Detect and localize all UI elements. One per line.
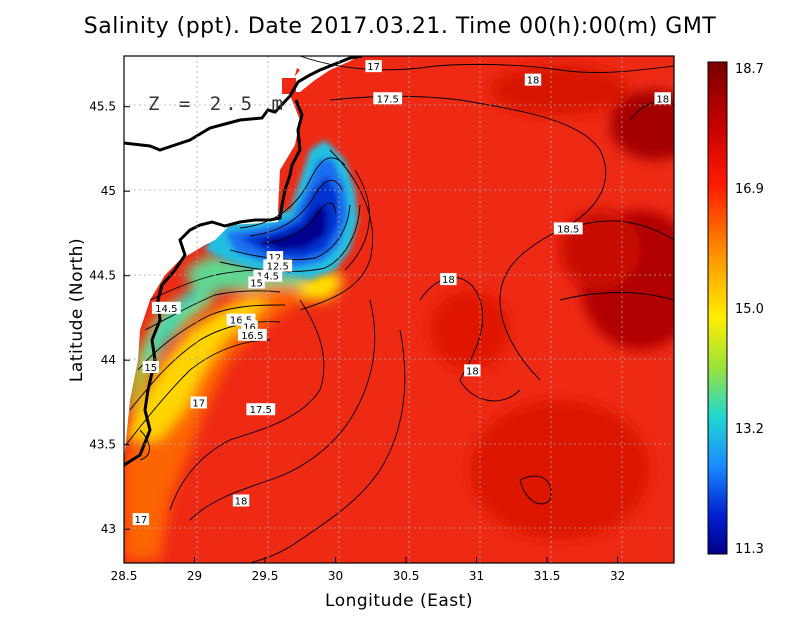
plot-frame xyxy=(123,55,675,564)
contour-label: 17 xyxy=(367,62,380,73)
contour-label-box xyxy=(464,364,481,377)
contour-label-box xyxy=(232,494,250,507)
contour-label-box xyxy=(142,360,159,373)
y-tick-label: 43.5 xyxy=(89,438,116,452)
y-tick-label: 44.5 xyxy=(89,269,116,283)
contour-label: 18 xyxy=(466,366,479,377)
x-tick-label: 29 xyxy=(187,569,202,583)
contour-label: 14.5 xyxy=(257,272,279,283)
contour-label: 15 xyxy=(144,363,157,374)
contour-label: 16.5 xyxy=(230,316,252,327)
contour-label-box xyxy=(263,259,293,272)
high-salinity-zones xyxy=(430,65,674,540)
x-tick-label: 31.5 xyxy=(534,569,561,583)
contour-label-box xyxy=(373,92,403,105)
depth-label: Z = 2.5 m xyxy=(148,93,287,115)
contour-label: 17.5 xyxy=(377,94,399,105)
colorbar xyxy=(707,61,728,555)
contour-label: 16.5 xyxy=(241,331,263,342)
y-tick-label: 44 xyxy=(101,353,116,367)
contour-label: 18 xyxy=(442,275,455,286)
x-tick-label: 32 xyxy=(610,569,625,583)
y-tick-label: 45.5 xyxy=(89,100,116,114)
colorbar-ticks: 18.7 16.9 15.0 13.2 11.3 xyxy=(735,62,764,557)
contour-label: 14.5 xyxy=(155,304,177,315)
contour-label: 17 xyxy=(135,515,148,526)
contour-label-box xyxy=(132,513,150,526)
contour-label-box xyxy=(237,328,267,341)
y-axis-ticks: 43 43.5 44 44.5 45 45.5 xyxy=(89,100,130,536)
contour-label: 12 xyxy=(269,253,282,264)
colorbar-tick-label: 11.3 xyxy=(735,542,764,557)
x-tick-label: 30 xyxy=(328,569,343,583)
contour-label: 12.5 xyxy=(267,262,289,273)
contour-label: 17 xyxy=(192,398,205,409)
low-salinity-core xyxy=(205,140,358,280)
map-title: Salinity (ppt). Date 2017.03.21. Time 00… xyxy=(83,14,717,39)
x-axis-ticks: 28.5 29 29.5 30 30.5 31 31.5 32 xyxy=(111,557,625,583)
contour-label: 16 xyxy=(243,322,256,333)
x-axis-title: Longitude (East) xyxy=(325,591,473,611)
contour-label-box xyxy=(248,276,265,289)
contour-label: 18.5 xyxy=(557,224,579,235)
y-tick-label: 45 xyxy=(101,184,116,198)
x-tick-label: 28.5 xyxy=(111,569,138,583)
contour-label: 18 xyxy=(235,496,248,507)
grid-lines xyxy=(124,56,674,563)
y-axis-title: Latitude (North) xyxy=(67,238,87,382)
x-tick-label: 30.5 xyxy=(393,569,420,583)
contour-label: 15 xyxy=(250,278,263,289)
contour-label: 18 xyxy=(527,76,540,87)
x-tick-label: 29.5 xyxy=(252,569,279,583)
contour-label-box xyxy=(440,273,457,286)
contour-label-box xyxy=(246,403,276,416)
contour-lines xyxy=(125,56,674,563)
contour-label-box xyxy=(151,301,181,314)
colorbar-tick-label: 15.0 xyxy=(735,302,764,317)
contour-label-box xyxy=(524,73,542,86)
contour-label: 17.5 xyxy=(250,405,272,416)
colorbar-tick-label: 18.7 xyxy=(735,62,764,77)
contour-label-box xyxy=(553,222,583,235)
contour-label: 18 xyxy=(656,94,669,105)
contour-label-box xyxy=(266,251,284,264)
contour-label-box xyxy=(190,396,207,409)
contour-label-box xyxy=(654,92,671,105)
colorbar-tick-label: 16.9 xyxy=(735,182,764,197)
colorbar-tick-label: 13.2 xyxy=(735,422,764,437)
y-tick-label: 43 xyxy=(101,522,116,536)
x-tick-label: 31 xyxy=(469,569,484,583)
contour-label-box xyxy=(365,60,382,73)
